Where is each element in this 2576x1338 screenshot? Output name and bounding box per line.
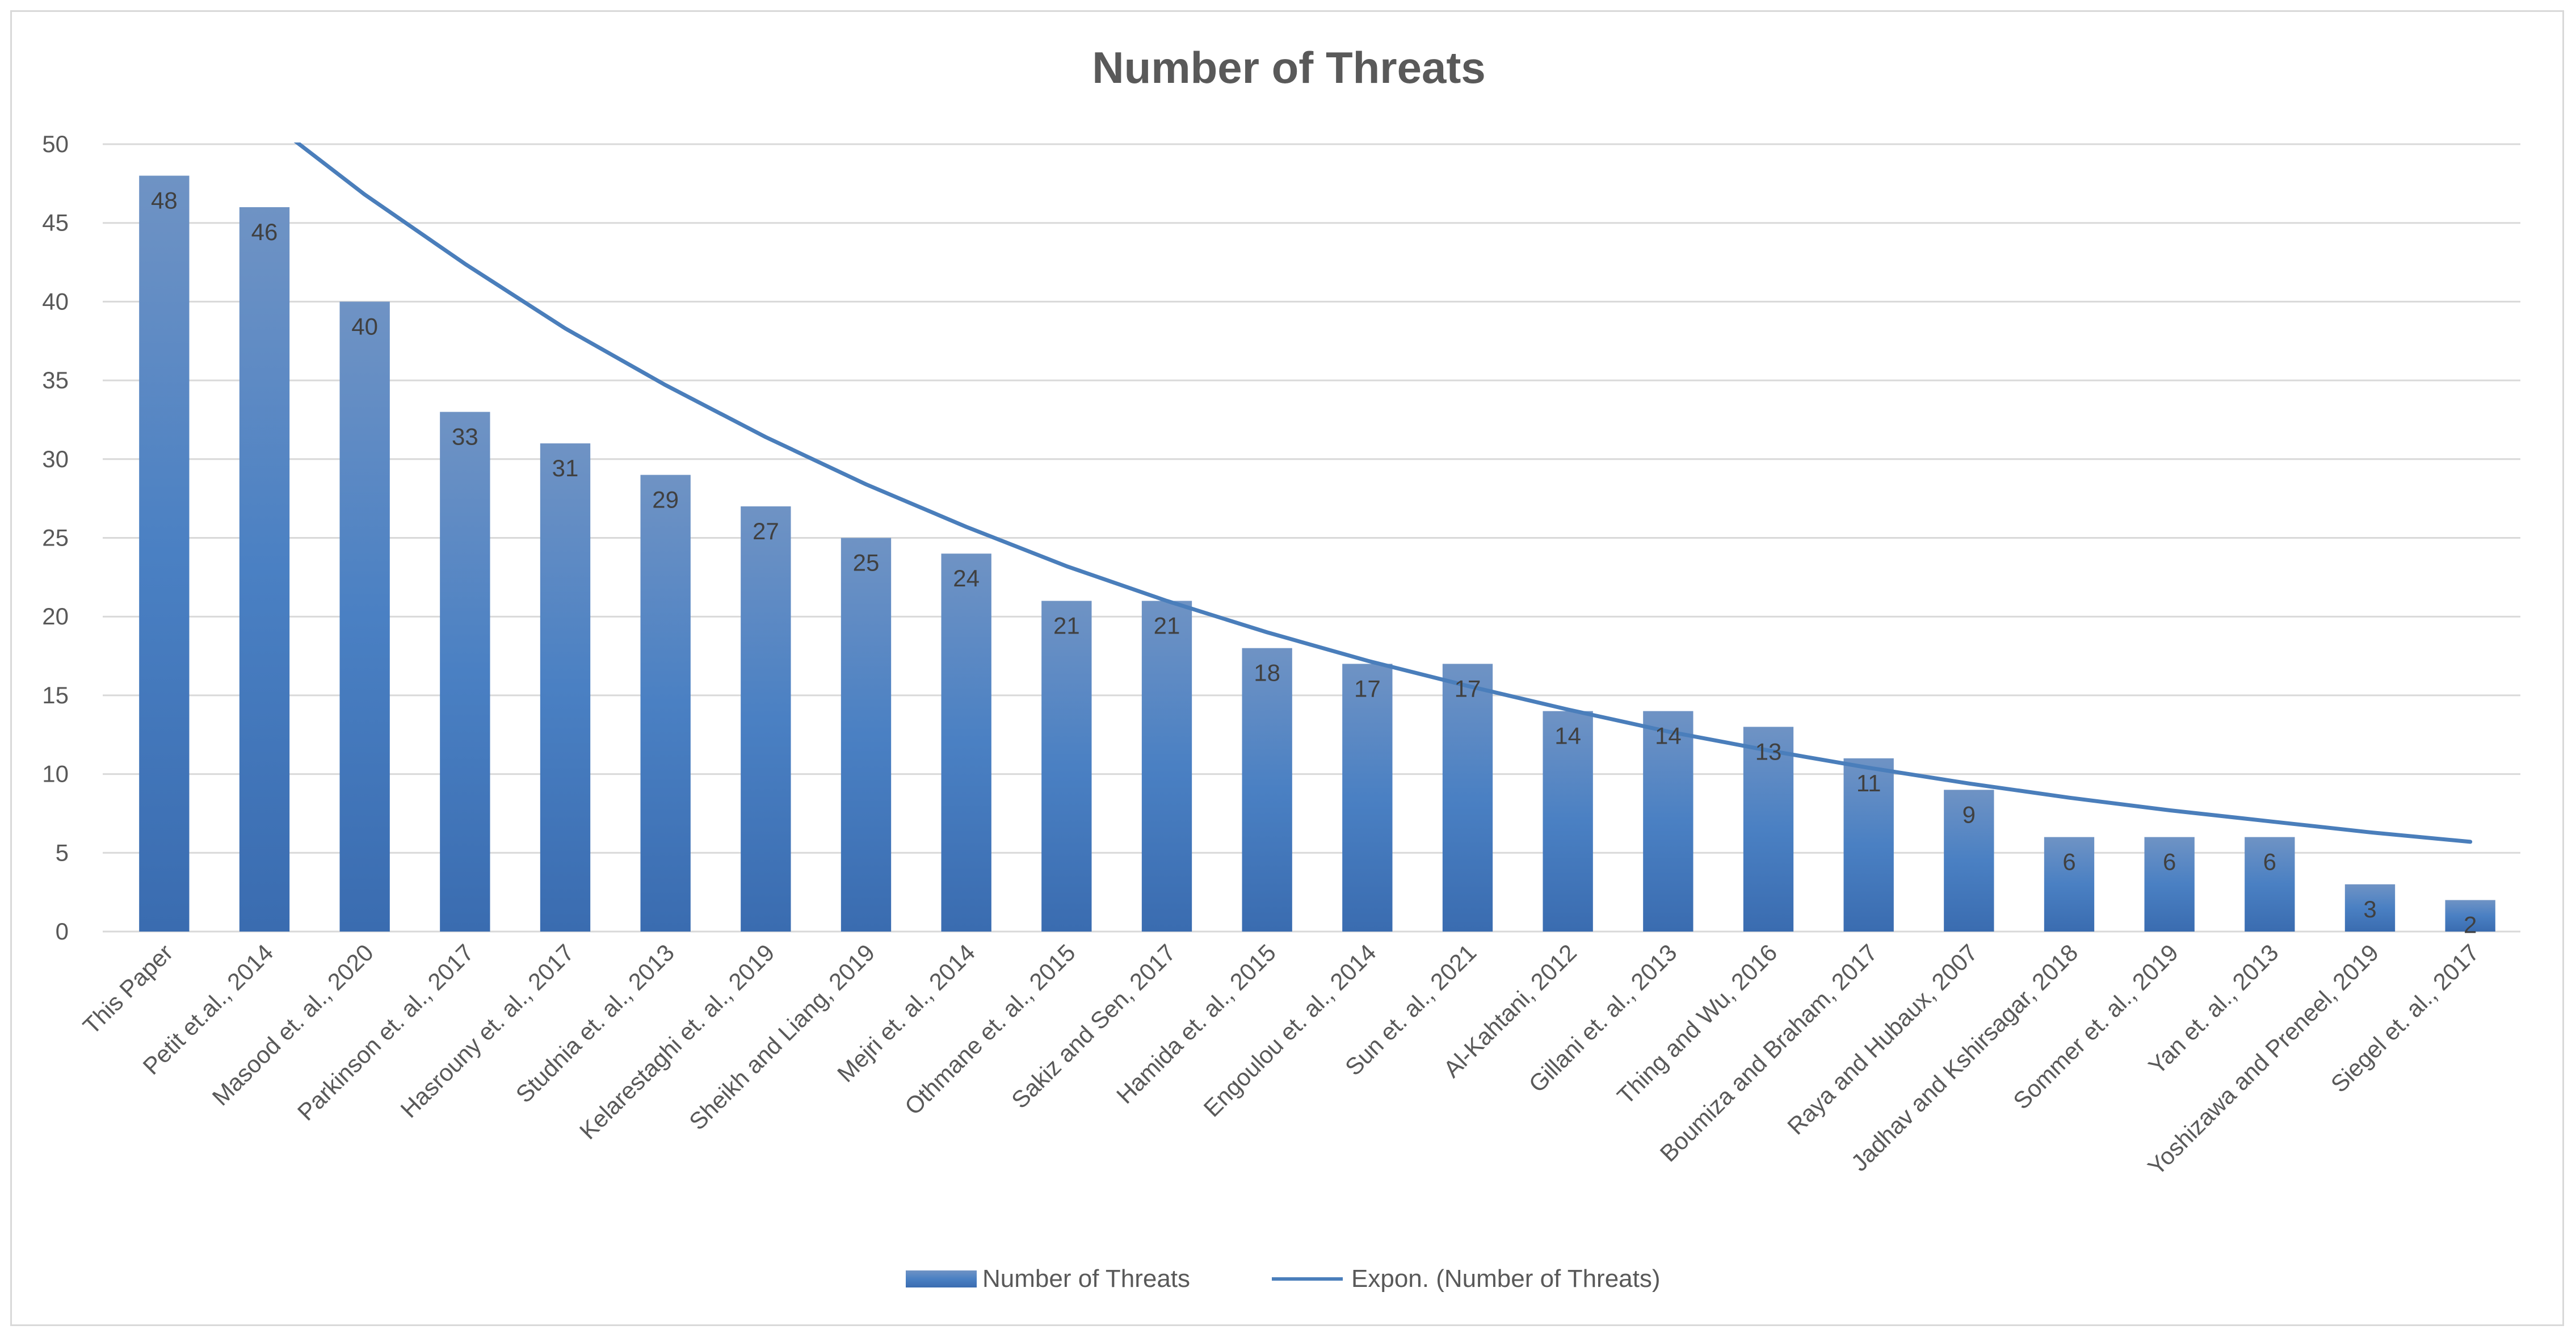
bar: [841, 538, 892, 932]
y-tick-label: 20: [42, 603, 69, 630]
trendline-layer: [293, 142, 2473, 844]
bar: [339, 301, 390, 932]
data-labels: 48 46 40 33 31 29 27 25 24 21 21 18 17 17 14 14 13 11 9 6 6 6…: [151, 187, 2477, 938]
data-label: 25: [853, 550, 880, 576]
data-label: 24: [953, 565, 980, 592]
x-tick-label: Parkinson et. al., 2017: [292, 939, 479, 1126]
bar: [1944, 790, 1994, 932]
bar: [2245, 837, 2295, 932]
bar: [1543, 711, 1593, 932]
bar: [741, 506, 791, 932]
data-label: 13: [1755, 738, 1782, 765]
data-label: 11: [1856, 770, 1881, 796]
chart-title: Number of Threats: [1092, 43, 1485, 93]
legend-bar-label: Number of Threats: [982, 1265, 1190, 1293]
y-tick-label: 30: [42, 446, 69, 472]
bar: [640, 475, 691, 932]
y-tick-label: 45: [42, 209, 69, 236]
bar: [239, 207, 290, 932]
x-tick-label: Boumiza and Braham, 2017: [1655, 939, 1882, 1167]
x-tick-label: Kelarestaghi et. al., 2019: [574, 939, 780, 1144]
y-tick-label: 50: [42, 131, 69, 157]
bar: [2445, 900, 2495, 932]
x-tick-label: Sheikh and Liang, 2019: [684, 939, 880, 1135]
y-tick-label: 0: [56, 918, 69, 945]
x-tick-label: Sommer et. al., 2019: [2008, 939, 2183, 1114]
bar: [1141, 601, 1192, 932]
data-label: 29: [652, 486, 679, 513]
data-label: 21: [1154, 612, 1180, 639]
chart-svg: Number of Threats 0 5 10 15 20 25 30 35 40 45 50 4…: [42, 43, 2520, 1293]
bar: [1342, 664, 1393, 932]
bar: [1242, 648, 1292, 932]
x-tick-label: This Paper: [78, 939, 178, 1039]
bar: [1643, 711, 1693, 932]
bar: [540, 443, 591, 932]
y-tick-label: 35: [42, 367, 69, 393]
y-tick-label: 5: [56, 839, 69, 866]
data-label: 17: [1354, 675, 1381, 702]
y-tick-label: 40: [42, 288, 69, 314]
gridlines: [103, 143, 2520, 933]
data-label: 2: [2464, 912, 2477, 938]
bar: [2344, 884, 2396, 932]
y-tick-label: 25: [42, 525, 69, 551]
data-label: 6: [2263, 849, 2276, 875]
x-tick-label: Sakiz and Sen, 2017: [1006, 939, 1180, 1113]
bar: [139, 175, 190, 932]
y-axis-ticks: 0 5 10 15 20 25 30 35 40 45 50: [42, 131, 69, 945]
data-label: 6: [2062, 849, 2075, 875]
data-label: 3: [2363, 896, 2376, 922]
legend-bar-swatch: [906, 1270, 977, 1287]
x-tick-label: Othmane et. al., 2015: [900, 939, 1081, 1120]
bar: [440, 412, 490, 932]
bar: [2144, 837, 2195, 932]
data-label: 18: [1254, 660, 1280, 686]
data-label: 6: [2163, 849, 2176, 875]
data-label: 21: [1053, 612, 1080, 639]
data-label: 27: [753, 518, 779, 544]
data-label: 14: [1655, 723, 1682, 749]
data-label: 17: [1455, 675, 1481, 702]
x-tick-label: Raya and Hubaux, 2007: [1782, 939, 1983, 1140]
data-label: 33: [452, 423, 478, 450]
legend: Number of Threats Expon. (Number of Thre…: [906, 1265, 1661, 1293]
legend-line-label: Expon. (Number of Threats): [1351, 1265, 1661, 1293]
x-tick-label: Hasrouny et. al., 2017: [396, 939, 579, 1123]
data-label: 31: [552, 455, 579, 481]
bar-series: [139, 175, 2495, 932]
data-label: 46: [251, 219, 278, 245]
data-label: 14: [1554, 723, 1581, 749]
bar: [941, 553, 991, 932]
data-label: 9: [1963, 801, 1976, 828]
trendline-path: [293, 142, 2473, 844]
y-tick-label: 15: [42, 682, 69, 708]
x-tick-label: Masood et. al., 2020: [207, 939, 379, 1110]
data-label: 48: [151, 187, 178, 213]
bar: [1041, 601, 1092, 932]
chart-frame: Number of Threats 0 5 10 15 20 25 30 35 40 45 50 4…: [10, 10, 2564, 1326]
y-tick-label: 10: [42, 761, 69, 787]
bar: [1843, 758, 1894, 932]
bar: [1442, 664, 1493, 932]
data-label: 40: [351, 313, 378, 339]
bar: [2044, 837, 2095, 932]
bar: [1743, 727, 1794, 932]
x-tick-label: Engoulou et. al., 2014: [1198, 939, 1381, 1122]
